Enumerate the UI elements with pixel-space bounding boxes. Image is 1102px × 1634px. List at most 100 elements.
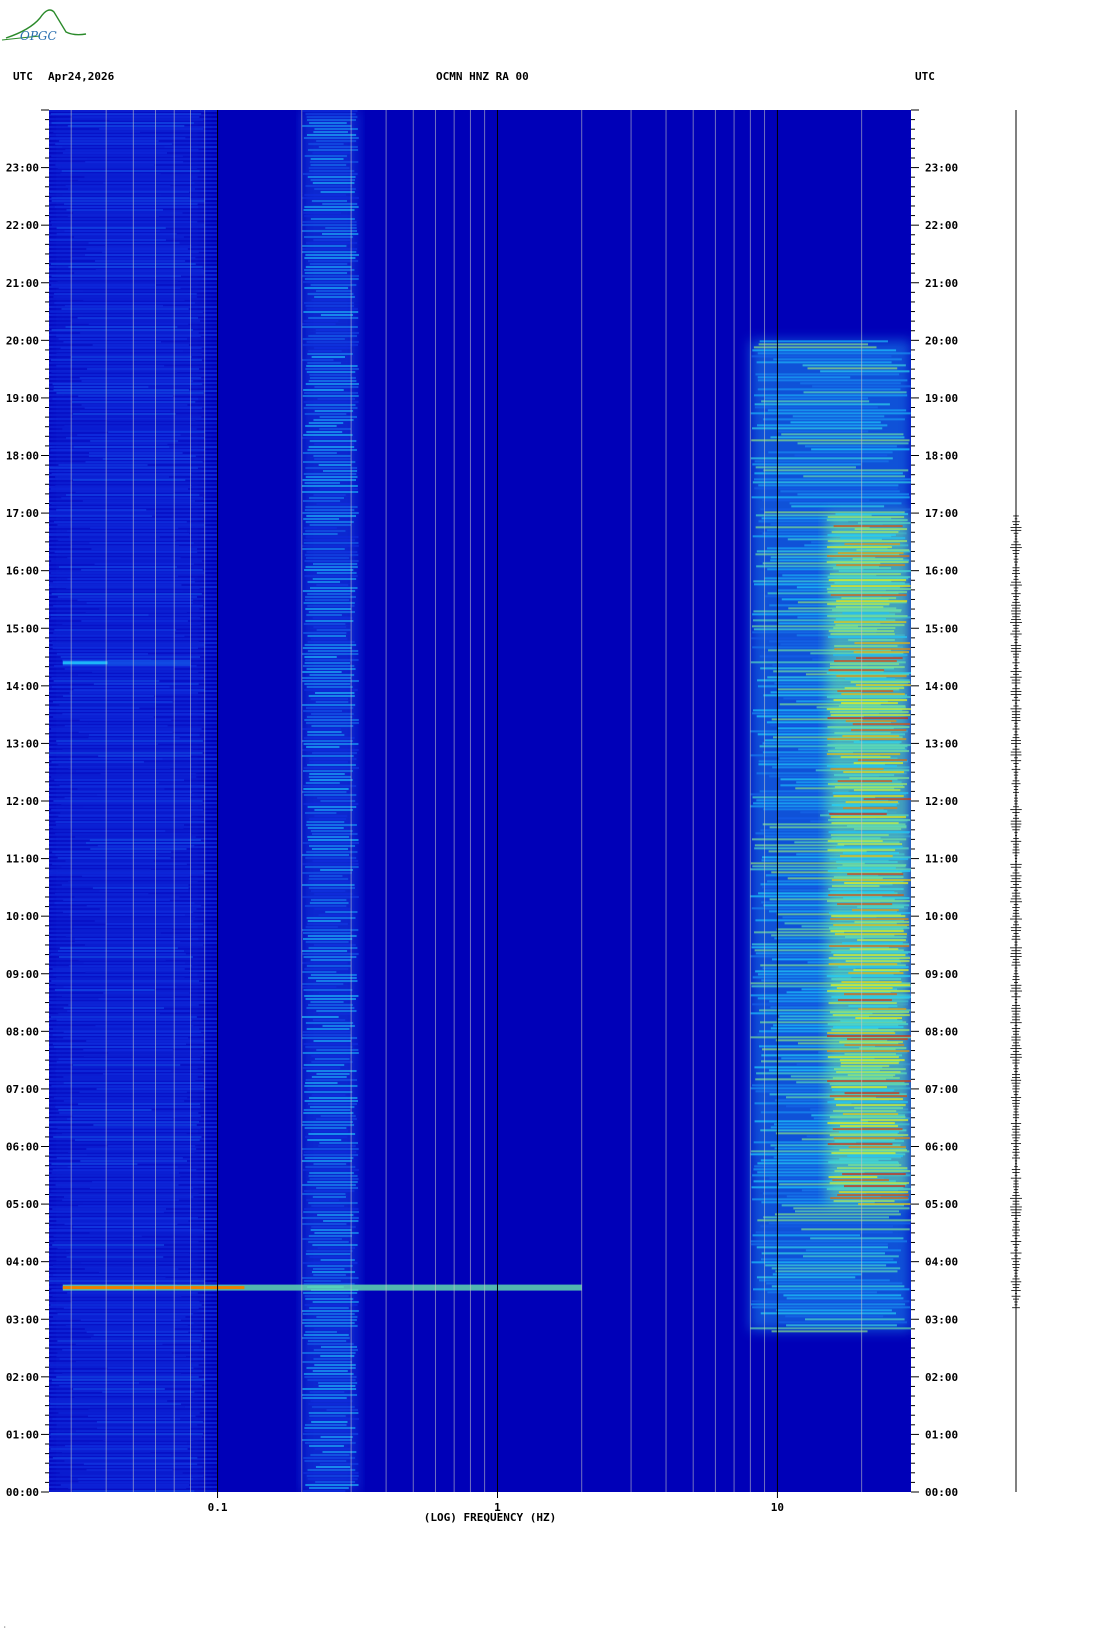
band-stripe (70, 1067, 198, 1069)
band-stripe (56, 1157, 183, 1159)
band-stripe (81, 569, 203, 571)
band-stripe (761, 901, 881, 904)
band-stripe (302, 491, 359, 493)
band-stripe (770, 556, 876, 559)
band-stripe (751, 439, 910, 442)
band-stripe (92, 344, 189, 346)
band-stripe (831, 1086, 887, 1089)
band-stripe (57, 554, 203, 556)
band-stripe (832, 1179, 889, 1182)
band-stripe (57, 1313, 194, 1315)
band-stripe (84, 254, 192, 256)
band-stripe (67, 1010, 190, 1012)
band-stripe (830, 594, 907, 597)
band-stripe (762, 751, 854, 754)
band-stripe (764, 595, 882, 598)
band-stripe (754, 472, 903, 475)
band-stripe (57, 1127, 201, 1129)
band-stripe (50, 311, 203, 313)
band-stripe (840, 1125, 899, 1128)
band-stripe (59, 947, 178, 949)
band-stripe (60, 812, 204, 814)
band-stripe (303, 1190, 355, 1192)
band-stripe (55, 854, 158, 856)
band-stripe (305, 404, 356, 406)
band-stripe (52, 1244, 165, 1246)
band-stripe (316, 140, 357, 142)
band-stripe (61, 170, 200, 172)
band-stripe (761, 1201, 875, 1204)
band-stripe (107, 419, 196, 421)
band-stripe (64, 1460, 176, 1462)
band-stripe (838, 705, 906, 708)
band-stripe (65, 185, 171, 187)
band-stripe (303, 956, 357, 958)
band-stripe (78, 731, 173, 733)
time-label-left: 01:00 (6, 1428, 39, 1441)
band-stripe (58, 764, 192, 766)
band-stripe (62, 194, 161, 196)
band-stripe (301, 755, 354, 757)
band-stripe (833, 795, 904, 798)
time-label-right: 02:00 (925, 1371, 958, 1384)
band-stripe (64, 1298, 196, 1300)
band-stripe (828, 831, 910, 834)
time-label-left: 20:00 (6, 334, 39, 347)
time-label-left: 17:00 (6, 507, 39, 520)
band-stripe (797, 442, 909, 445)
time-label-left: 14:00 (6, 680, 39, 693)
band-stripe (763, 469, 909, 472)
band-stripe (72, 518, 204, 520)
band-stripe (66, 587, 200, 589)
band-stripe (305, 608, 352, 610)
band-stripe (306, 965, 351, 967)
band-stripe (302, 842, 359, 844)
band-stripe (57, 1094, 174, 1096)
band-stripe (63, 899, 170, 901)
band-stripe (303, 803, 359, 805)
band-stripe (842, 852, 899, 855)
band-stripe (316, 503, 351, 505)
band-stripe (307, 176, 356, 178)
band-stripe (828, 894, 904, 897)
band-stripe (789, 502, 902, 505)
band-stripe (305, 557, 350, 559)
band-stripe (831, 996, 911, 999)
band-stripe (303, 212, 342, 214)
energy-bands (49, 110, 911, 1492)
band-stripe (843, 897, 910, 900)
band-stripe (751, 496, 910, 499)
band-stripe (304, 575, 358, 577)
band-stripe (760, 508, 911, 511)
band-stripe (67, 1292, 198, 1294)
band-stripe (827, 1050, 910, 1053)
band-stripe (315, 329, 353, 331)
band-stripe (302, 1223, 347, 1225)
band-stripe (828, 1161, 899, 1164)
band-stripe (73, 926, 198, 928)
band-stripe (310, 1400, 353, 1402)
band-stripe (320, 314, 353, 316)
band-stripe (833, 654, 908, 657)
band-stripe (53, 632, 176, 634)
band-stripe (69, 1253, 190, 1255)
band-stripe (302, 1052, 359, 1054)
band-stripe (856, 657, 903, 660)
band-stripe (318, 146, 358, 148)
band-stripe (767, 1291, 877, 1294)
band-stripe (309, 161, 359, 163)
band-stripe (303, 302, 354, 304)
band-stripe (54, 1241, 199, 1243)
band-stripe (303, 737, 355, 739)
time-label-right: 20:00 (925, 334, 958, 347)
band-stripe (307, 1478, 358, 1480)
band-stripe (303, 785, 357, 787)
band-stripe (314, 386, 359, 388)
band-stripe (842, 1113, 899, 1116)
band-stripe (54, 551, 198, 553)
time-label-right: 19:00 (925, 392, 958, 405)
band-stripe (752, 481, 911, 484)
band-stripe (302, 344, 359, 346)
band-stripe (49, 1280, 205, 1282)
band-stripe (316, 290, 352, 292)
